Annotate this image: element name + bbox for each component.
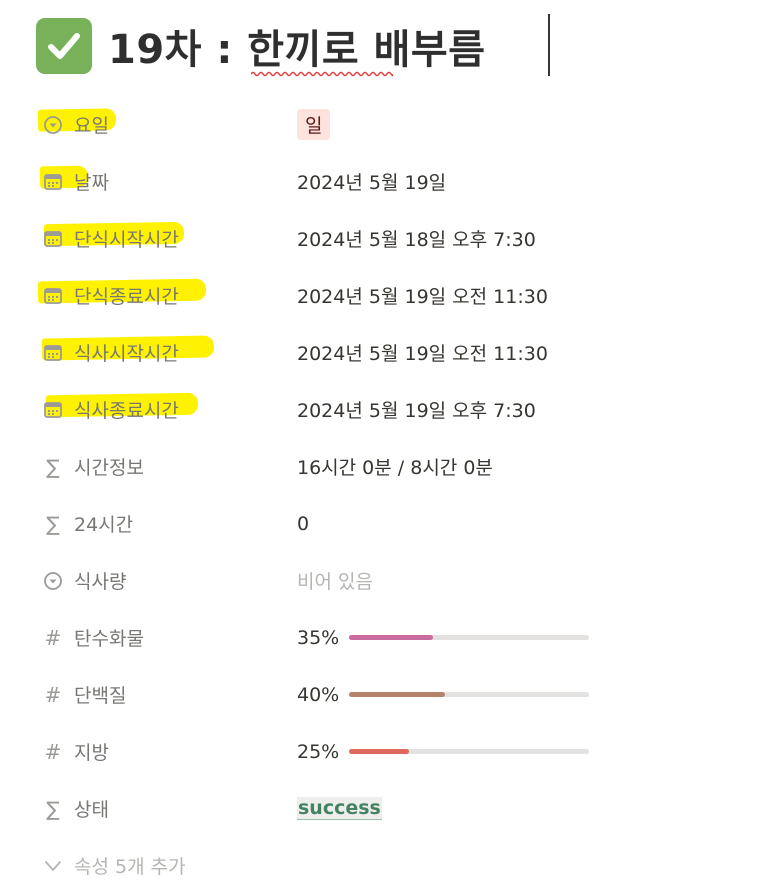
property-row-status[interactable]: ∑ 상태 success [36, 780, 736, 837]
property-name[interactable]: 단식종료시간 [36, 267, 297, 324]
property-value[interactable]: 2024년 5월 19일 오전 11:30 [297, 343, 548, 365]
property-label: 식사량 [74, 571, 127, 593]
calendar-icon [42, 285, 64, 307]
property-name[interactable]: 요일 [36, 96, 297, 153]
spellcheck-underline [251, 71, 393, 77]
property-name[interactable]: 식사시작시간 [36, 324, 297, 381]
progress-bar [349, 749, 589, 754]
property-value[interactable]: 0 [297, 512, 310, 535]
property-value[interactable]: 2024년 5월 18일 오후 7:30 [297, 229, 536, 251]
property-row-fat[interactable]: # 지방 25% [36, 723, 736, 780]
add-more-label: 속성 5개 추가 [74, 856, 186, 878]
check-mark-button-icon[interactable] [36, 18, 92, 74]
progress-fill [349, 635, 433, 640]
property-name[interactable]: ∑ 상태 [36, 780, 297, 837]
property-label: 날짜 [74, 172, 109, 194]
property-value[interactable]: 35% [297, 627, 589, 649]
percent-value: 35% [297, 626, 340, 649]
property-row-meal-start[interactable]: 식사시작시간 2024년 5월 19일 오전 11:30 [36, 324, 736, 381]
property-label: 24시간 [74, 514, 134, 536]
property-value[interactable]: 2024년 5월 19일 오전 11:30 [297, 286, 548, 308]
property-row-date[interactable]: 날짜 2024년 5월 19일 [36, 153, 736, 210]
page-title-row: 19차 : 한끼로 배부름 [36, 14, 486, 78]
property-row-fast-start[interactable]: 단식시작시간 2024년 5월 18일 오후 7:30 [36, 210, 736, 267]
property-value[interactable]: 2024년 5월 19일 [297, 172, 447, 194]
property-label: 탄수화물 [74, 628, 144, 650]
progress-fill [349, 749, 409, 754]
hash-icon: # [44, 739, 62, 764]
add-more-label-group[interactable]: 속성 5개 추가 [36, 837, 297, 894]
sigma-icon: ∑ [46, 454, 60, 479]
property-value-empty[interactable]: 비어 있음 [297, 571, 373, 593]
property-value[interactable]: success [297, 797, 382, 820]
property-name[interactable]: # 탄수화물 [36, 609, 297, 666]
select-icon [42, 114, 64, 136]
property-label: 상태 [74, 799, 109, 821]
percent-value: 25% [297, 740, 340, 763]
progress-bar [349, 692, 589, 697]
property-name[interactable]: 식사량 [36, 552, 297, 609]
property-row-protein[interactable]: # 단백질 40% [36, 666, 736, 723]
hash-icon: # [44, 682, 62, 707]
property-label: 단식종료시간 [74, 286, 179, 308]
property-row-weekday[interactable]: 요일 일 [36, 96, 736, 153]
property-value[interactable]: 40% [297, 684, 589, 706]
sigma-icon: ∑ [46, 511, 60, 536]
property-value[interactable]: 25% [297, 741, 589, 763]
property-label: 단백질 [74, 685, 127, 707]
property-label: 시간정보 [74, 457, 144, 479]
select-tag[interactable]: 일 [297, 109, 331, 140]
property-name[interactable]: ∑ 24시간 [36, 495, 297, 552]
property-label: 단식시작시간 [74, 229, 179, 251]
property-list: 요일 일 날짜 2024년 5월 19일 단식시작시간 2024년 5월 18일… [36, 96, 736, 894]
select-icon [42, 570, 64, 592]
progress-bar [349, 635, 589, 640]
add-more-properties-button[interactable]: 속성 5개 추가 [36, 837, 736, 894]
property-row-meal-amount[interactable]: 식사량 비어 있음 [36, 552, 736, 609]
property-name[interactable]: 식사종료시간 [36, 381, 297, 438]
property-name[interactable]: 날짜 [36, 153, 297, 210]
percent-value: 40% [297, 683, 340, 706]
status-badge: success [297, 797, 382, 820]
calendar-icon [42, 399, 64, 421]
sigma-icon: ∑ [46, 796, 60, 821]
page-title-text[interactable]: 19차 : 한끼로 배부름 [108, 27, 486, 73]
property-row-fast-end[interactable]: 단식종료시간 2024년 5월 19일 오전 11:30 [36, 267, 736, 324]
property-row-meal-end[interactable]: 식사종료시간 2024년 5월 19일 오후 7:30 [36, 381, 736, 438]
calendar-icon [42, 228, 64, 250]
property-row-carbs[interactable]: # 탄수화물 35% [36, 609, 736, 666]
calendar-icon [42, 342, 64, 364]
property-label: 식사시작시간 [74, 343, 179, 365]
property-name[interactable]: ∑ 시간정보 [36, 438, 297, 495]
property-label: 식사종료시간 [74, 400, 179, 422]
text-cursor [548, 14, 550, 76]
hash-icon: # [44, 625, 62, 650]
property-name[interactable]: 단식시작시간 [36, 210, 297, 267]
property-value[interactable]: 일 [297, 109, 331, 140]
property-name[interactable]: # 단백질 [36, 666, 297, 723]
calendar-icon [42, 171, 64, 193]
property-value[interactable]: 16시간 0분 / 8시간 0분 [297, 457, 493, 479]
progress-fill [349, 692, 445, 697]
page-title[interactable]: 19차 : 한끼로 배부름 [108, 17, 486, 77]
property-value[interactable]: 2024년 5월 19일 오후 7:30 [297, 400, 536, 422]
chevron-down-icon [42, 855, 64, 877]
property-label: 요일 [74, 115, 109, 137]
property-row-24h[interactable]: ∑ 24시간 0 [36, 495, 736, 552]
property-row-time-info[interactable]: ∑ 시간정보 16시간 0분 / 8시간 0분 [36, 438, 736, 495]
property-label: 지방 [74, 742, 109, 764]
property-name[interactable]: # 지방 [36, 723, 297, 780]
